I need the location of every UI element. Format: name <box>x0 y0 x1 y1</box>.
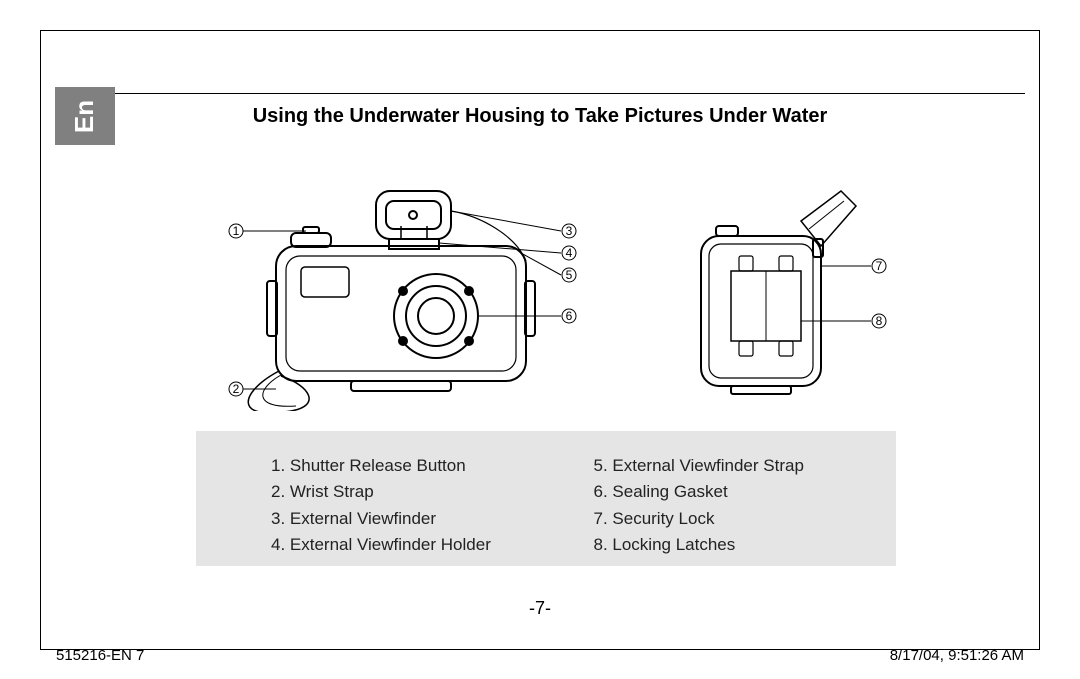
side-view <box>701 191 871 394</box>
side-callouts: 7 8 <box>872 259 886 328</box>
legend-item: 1. Shutter Release Button <box>271 453 544 479</box>
camera-housing-diagram: 1 2 3 4 5 6 <box>181 161 911 411</box>
legend-item: 2. Wrist Strap <box>271 479 544 505</box>
callout-6: 6 <box>566 309 573 323</box>
callout-1: 1 <box>233 224 240 238</box>
legend-item: 8. Locking Latches <box>594 532 867 558</box>
callout-4: 4 <box>566 246 573 260</box>
callout-2: 2 <box>233 382 240 396</box>
footer-timestamp: 8/17/04, 9:51:26 AM <box>890 647 1024 664</box>
callout-3: 3 <box>566 224 573 238</box>
page-title: Using the Underwater Housing to Take Pic… <box>41 105 1039 128</box>
legend-item: 7. Security Lock <box>594 506 867 532</box>
legend-column-1: 1. Shutter Release Button 2. Wrist Strap… <box>271 453 544 544</box>
manual-page: En Using the Underwater Housing to Take … <box>40 30 1040 650</box>
legend-item: 5. External Viewfinder Strap <box>594 453 867 479</box>
front-view <box>243 191 561 411</box>
legend-item: 4. External Viewfinder Holder <box>271 532 544 558</box>
page-number: -7- <box>41 598 1039 619</box>
legend-item: 6. Sealing Gasket <box>594 479 867 505</box>
callout-5: 5 <box>566 268 573 282</box>
header-rule <box>115 93 1025 94</box>
callout-8: 8 <box>876 314 883 328</box>
parts-legend: 1. Shutter Release Button 2. Wrist Strap… <box>196 431 896 566</box>
diagram-area: 1 2 3 4 5 6 <box>181 161 911 411</box>
callout-7: 7 <box>876 259 883 273</box>
legend-item: 3. External Viewfinder <box>271 506 544 532</box>
footer-doc-id: 515216-EN 7 <box>56 647 144 664</box>
legend-column-2: 5. External Viewfinder Strap 6. Sealing … <box>594 453 867 544</box>
